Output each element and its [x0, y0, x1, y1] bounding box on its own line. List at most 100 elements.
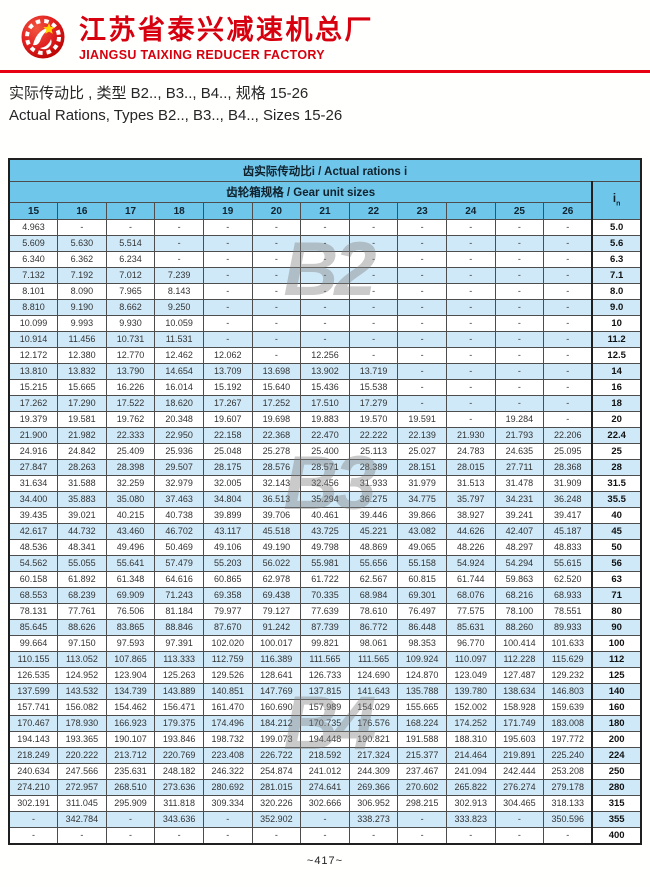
in-value-cell: 112 — [591, 651, 642, 668]
ratio-cell: 68.553 — [8, 587, 59, 604]
in-value-cell: 5.6 — [591, 235, 642, 252]
ratio-cell: 111.565 — [348, 651, 399, 668]
in-value-cell: 12.5 — [591, 347, 642, 364]
table-row: 68.553 68.239 69.909 71.243 69.358 69.438 70.3… — [8, 587, 642, 604]
ratio-cell: 219.891 — [494, 747, 545, 764]
page-number: ~417~ — [306, 855, 344, 867]
ratio-cell: 19.762 — [105, 411, 156, 428]
ratio-cell: - — [543, 283, 593, 300]
ratio-cell: 19.698 — [251, 411, 302, 428]
ratio-cell: 188.310 — [445, 731, 496, 748]
ratio-cell: - — [202, 251, 253, 268]
ratio-cell: - — [543, 267, 593, 284]
ratio-cell: 143.889 — [154, 683, 204, 700]
ratio-cell: 220.222 — [57, 747, 107, 764]
ratio-cell: - — [202, 811, 253, 828]
ratio-cell: 62.567 — [348, 571, 399, 588]
table-row: 7.132 7.192 7.012 7.239- - - - - - - -7.1 — [8, 267, 642, 284]
ratio-cell: 161.470 — [202, 699, 253, 716]
table-subtitle-row: 齿轮箱规格 / Gear unit sizes in — [8, 181, 642, 220]
ratio-cell: - — [300, 235, 350, 252]
ratio-cell: - — [543, 363, 593, 380]
ratio-cell: 39.866 — [397, 507, 447, 524]
ratio-cell: 139.780 — [445, 683, 496, 700]
ratio-cell: - — [8, 811, 59, 828]
table-row: 274.210 272.957 268.510 273.636 280.692 281.0… — [8, 779, 642, 796]
ratio-cell: - — [251, 299, 302, 316]
ratio-cell: - — [543, 331, 593, 348]
ratio-cell: 13.790 — [105, 363, 156, 380]
in-value-cell: 140 — [591, 683, 642, 700]
table-row: 19.379 19.581 19.762 20.348 19.607 19.698 19.8… — [8, 411, 642, 428]
ratio-cell: 83.865 — [105, 619, 156, 636]
ratio-cell: 62.520 — [543, 571, 593, 588]
ratio-cell: 197.772 — [543, 731, 593, 748]
ratio-cell: 18.620 — [154, 395, 204, 412]
ratio-cell: - — [397, 315, 447, 332]
ratio-cell: - — [348, 219, 399, 236]
ratio-cell: - — [543, 235, 593, 252]
ratio-cell: 48.536 — [8, 539, 59, 556]
ratio-cell: 156.471 — [154, 699, 204, 716]
ratio-cell: 24.916 — [8, 443, 59, 460]
ratio-cell: - — [300, 315, 350, 332]
page-subtitle: 实际传动比 , 类型 B2.., B3.., B4.., 规格 15-26 Ac… — [9, 83, 650, 127]
ratio-cell: 14.654 — [154, 363, 204, 380]
in-value-cell: 315 — [591, 795, 642, 812]
in-value-cell: 16 — [591, 379, 642, 396]
ratio-cell: 157.741 — [8, 699, 59, 716]
ratio-cell: 194.448 — [300, 731, 350, 748]
ratio-cell: 55.981 — [300, 555, 350, 572]
ratio-cell: 298.215 — [397, 795, 447, 812]
ratio-cell: 110.097 — [445, 651, 496, 668]
ratio-cell: 19.883 — [300, 411, 350, 428]
ratio-cell: 49.065 — [397, 539, 447, 556]
ratio-cell: 13.810 — [8, 363, 59, 380]
table-subtitle: 齿轮箱规格 / Gear unit sizes — [8, 181, 593, 203]
ratio-cell: 85.631 — [445, 619, 496, 636]
column-header-size: 19 — [202, 202, 253, 220]
ratio-cell: - — [251, 235, 302, 252]
ratio-cell: 55.055 — [57, 555, 107, 572]
table-row: 39.435 39.021 40.215 40.738 39.899 39.706 40.4… — [8, 507, 642, 524]
ratio-cell: - — [397, 251, 447, 268]
ratio-cell: - — [300, 811, 350, 828]
ratio-cell: 12.256 — [300, 347, 350, 364]
table-row: 302.191 311.045 295.909 311.818 309.334 320.2… — [8, 795, 642, 812]
ratio-cell: 45.221 — [348, 523, 399, 540]
in-value-cell: 45 — [591, 523, 642, 540]
ratio-cell: 22.333 — [105, 427, 156, 444]
ratio-cell: 190.107 — [105, 731, 156, 748]
table-row: 110.155 113.052 107.865 113.333 112.759 116.3… — [8, 651, 642, 668]
ratio-cell: 126.733 — [300, 667, 350, 684]
ratio-cell: 100.017 — [251, 635, 302, 652]
ratio-cell: 28.571 — [300, 459, 350, 476]
ratio-cell: 27.711 — [494, 459, 545, 476]
ratio-cell: 25.278 — [251, 443, 302, 460]
ratio-cell: 34.775 — [397, 491, 447, 508]
ratio-cell: 129.232 — [543, 667, 593, 684]
ratio-cell: 69.909 — [105, 587, 156, 604]
ratio-cell: 91.242 — [251, 619, 302, 636]
table-title-row: 齿实际传动比i / Actual rations i — [8, 158, 642, 182]
ratio-cell: 6.340 — [8, 251, 59, 268]
ratio-cell: 223.408 — [202, 747, 253, 764]
ratio-cell: 39.435 — [8, 507, 59, 524]
ratio-cell: - — [300, 219, 350, 236]
ratio-cell: 225.240 — [543, 747, 593, 764]
ratio-cell: 61.744 — [445, 571, 496, 588]
ratio-cell: 21.982 — [57, 427, 107, 444]
ratio-cell: 269.366 — [348, 779, 399, 796]
ratio-cell: - — [348, 827, 399, 845]
ratio-cell: 242.444 — [494, 763, 545, 780]
ratio-cell: 88.260 — [494, 619, 545, 636]
table-row: 17.262 17.290 17.522 18.620 17.267 17.252 17.5… — [8, 395, 642, 412]
ratio-cell: - — [494, 363, 545, 380]
ratio-cell: 43.082 — [397, 523, 447, 540]
ratio-cell: 25.409 — [105, 443, 156, 460]
ratio-cell: 311.045 — [57, 795, 107, 812]
in-value-cell: 14 — [591, 363, 642, 380]
ratio-cell: - — [494, 267, 545, 284]
ratio-cell: 40.461 — [300, 507, 350, 524]
ratio-cell: - — [445, 395, 496, 412]
